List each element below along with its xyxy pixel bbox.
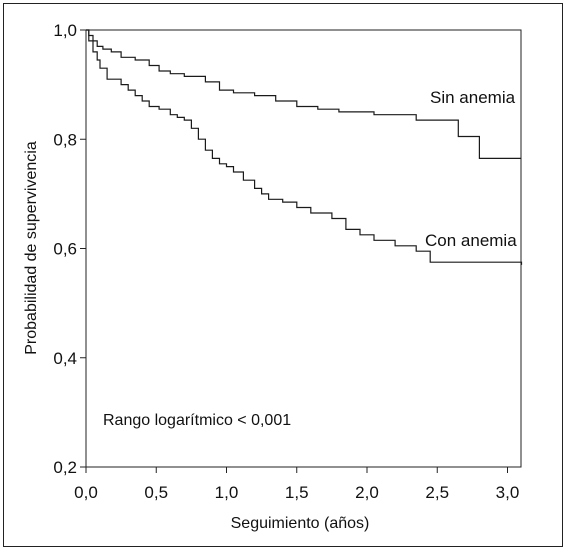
x-tick-label: 0,0 [74, 483, 98, 502]
y-tick-label: 1,0 [53, 21, 77, 40]
series-line-sin-anemia [86, 29, 522, 159]
y-tick-label: 0,4 [53, 349, 77, 368]
x-axis-ticks: 0,0 0,5 1,0 1,5 2,0 2,5 3,0 [74, 467, 519, 502]
x-tick-label: 1,5 [285, 483, 309, 502]
y-tick-label: 0,2 [53, 458, 77, 477]
x-tick-label: 0,5 [144, 483, 168, 502]
series-line-con-anemia [86, 29, 523, 265]
series-label-con-anemia: Con anemia [425, 231, 517, 250]
y-axis-ticks: 0,2 0,4 0,6 0,8 1,0 [53, 21, 86, 477]
x-tick-label: 3,0 [496, 483, 520, 502]
figure-frame [3, 3, 563, 547]
y-tick-label: 0,8 [53, 130, 77, 149]
x-axis-title: Seguimiento (años) [231, 515, 370, 532]
annotation-logrank: Rango logarítmico < 0,001 [103, 412, 291, 429]
y-axis-title: Probabilidad de supervivencia [23, 141, 40, 355]
series-label-sin-anemia: Sin anemia [430, 88, 516, 107]
y-tick-label: 0,6 [53, 240, 77, 259]
x-tick-label: 2,0 [355, 483, 379, 502]
x-tick-label: 2,5 [425, 483, 449, 502]
x-tick-label: 1,0 [215, 483, 239, 502]
series-lines [86, 29, 523, 265]
